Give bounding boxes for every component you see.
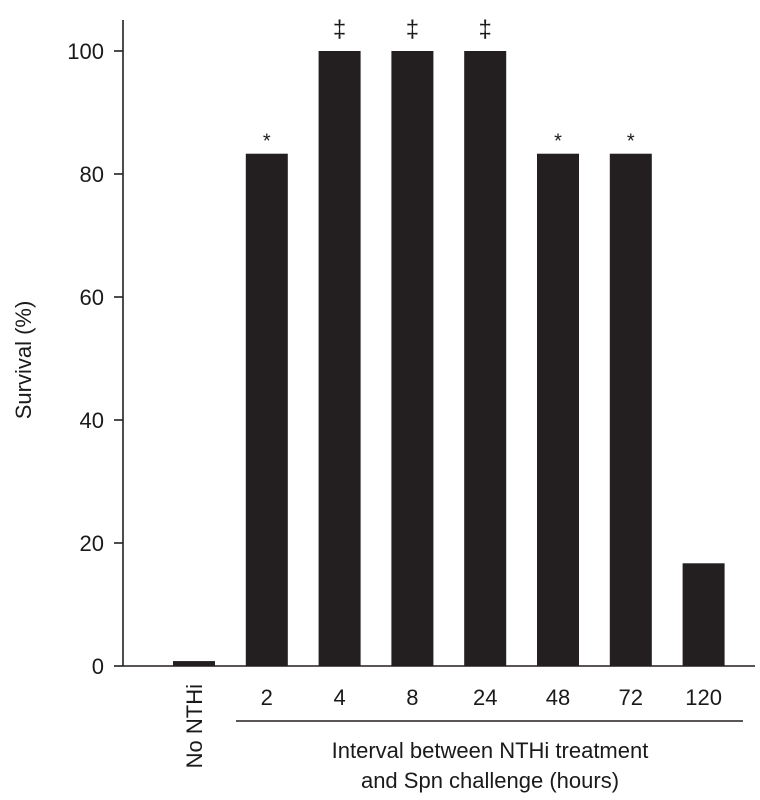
axes	[114, 20, 755, 722]
x-tick-label: 120	[685, 685, 722, 710]
y-axis-label: Survival (%)	[11, 300, 36, 420]
y-tick-label: 20	[80, 531, 104, 556]
bar	[537, 153, 579, 666]
bar	[682, 563, 725, 666]
x-axis-label-line-2: and Spn challenge (hours)	[360, 768, 620, 793]
y-tick-label: 100	[67, 39, 104, 64]
x-tick-label: 2	[261, 685, 273, 710]
bar	[318, 51, 361, 666]
x-tick-label: 4	[333, 685, 345, 710]
x-tick-label: 8	[406, 685, 418, 710]
x-tick-label: No NTHi	[182, 684, 207, 768]
significance-marker: ‡	[479, 16, 492, 43]
bar	[173, 661, 215, 666]
x-axis-label: Interval between NTHi treatment and Spn …	[332, 736, 649, 796]
significance-marker: *	[263, 131, 271, 153]
significance-marker: *	[627, 131, 635, 153]
x-tick-label: 24	[473, 685, 497, 710]
x-tick-label: 72	[619, 685, 643, 710]
y-tick-label: 80	[80, 162, 104, 187]
x-tick-label: 48	[546, 685, 570, 710]
y-tick-label: 60	[80, 285, 104, 310]
bar	[391, 51, 434, 666]
y-tick-label: 0	[92, 654, 104, 679]
significance-marker: ‡	[406, 16, 419, 43]
y-tick-label: 40	[80, 408, 104, 433]
bar	[464, 51, 507, 666]
bars	[173, 51, 725, 666]
x-axis-label-line-1: Interval between NTHi treatment	[331, 738, 649, 763]
significance-markers: * ‡ ‡ ‡ * *	[263, 16, 635, 153]
bar	[245, 153, 288, 666]
significance-marker: *	[554, 131, 562, 153]
bar	[609, 153, 652, 666]
significance-marker: ‡	[333, 16, 346, 43]
